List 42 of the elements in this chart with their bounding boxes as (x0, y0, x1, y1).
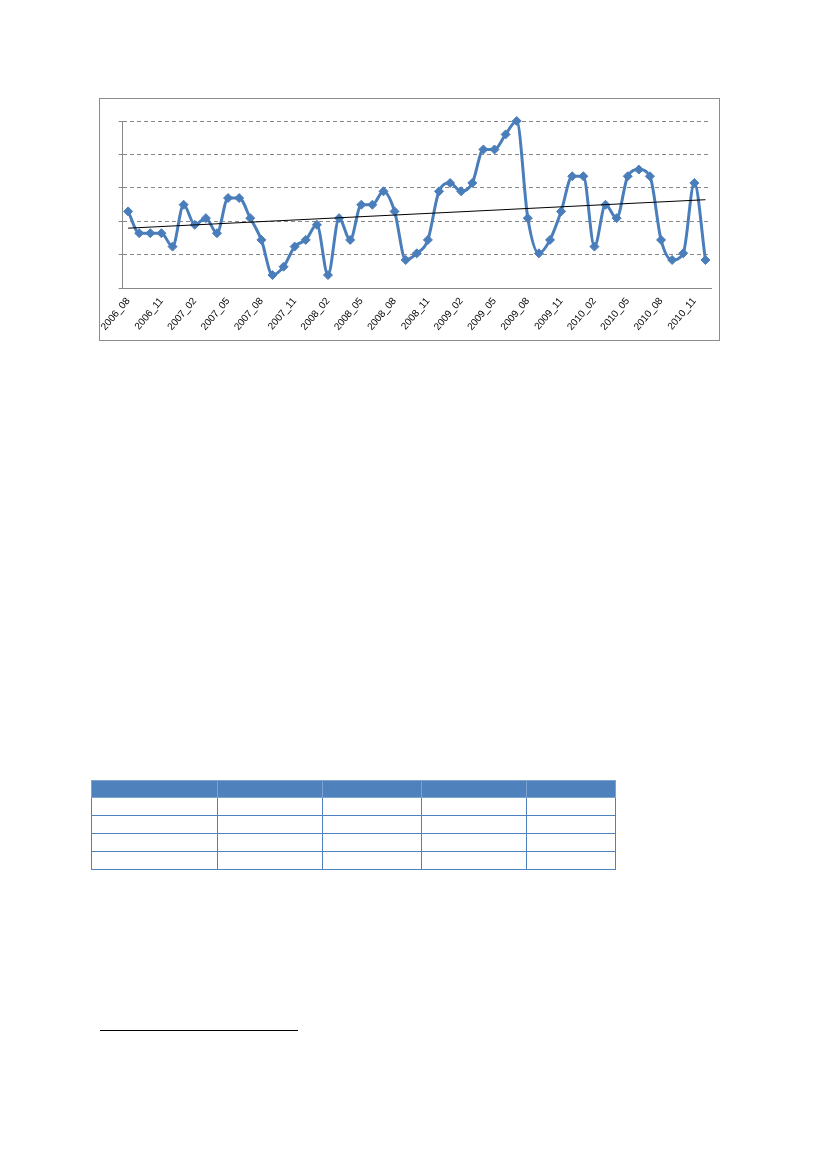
point (178, 199, 189, 210)
point (700, 255, 711, 265)
point (611, 213, 622, 224)
point (589, 241, 600, 252)
point (289, 241, 300, 252)
point (411, 248, 422, 259)
point (445, 177, 456, 188)
point (456, 186, 467, 197)
point (467, 177, 478, 188)
point (211, 228, 222, 239)
point (200, 213, 211, 224)
point (556, 206, 567, 217)
point (256, 234, 267, 245)
point (311, 219, 322, 230)
point (156, 228, 167, 239)
point (656, 234, 667, 245)
point (689, 177, 700, 188)
point (322, 270, 333, 281)
point (267, 270, 278, 281)
point (367, 199, 378, 210)
point (533, 248, 544, 259)
point (522, 213, 533, 224)
point (378, 186, 389, 197)
point (578, 171, 589, 182)
point (644, 171, 655, 182)
point (234, 193, 245, 204)
point (245, 213, 256, 224)
point (278, 261, 289, 272)
point (500, 129, 511, 140)
point (400, 255, 411, 265)
point (678, 248, 689, 259)
point (300, 234, 311, 245)
point (622, 171, 633, 182)
point (345, 234, 356, 245)
point (389, 206, 400, 217)
point (511, 116, 522, 126)
point (422, 234, 433, 245)
point (123, 206, 134, 217)
point (167, 241, 178, 252)
point (434, 186, 444, 197)
point (545, 234, 556, 245)
point (633, 164, 644, 175)
